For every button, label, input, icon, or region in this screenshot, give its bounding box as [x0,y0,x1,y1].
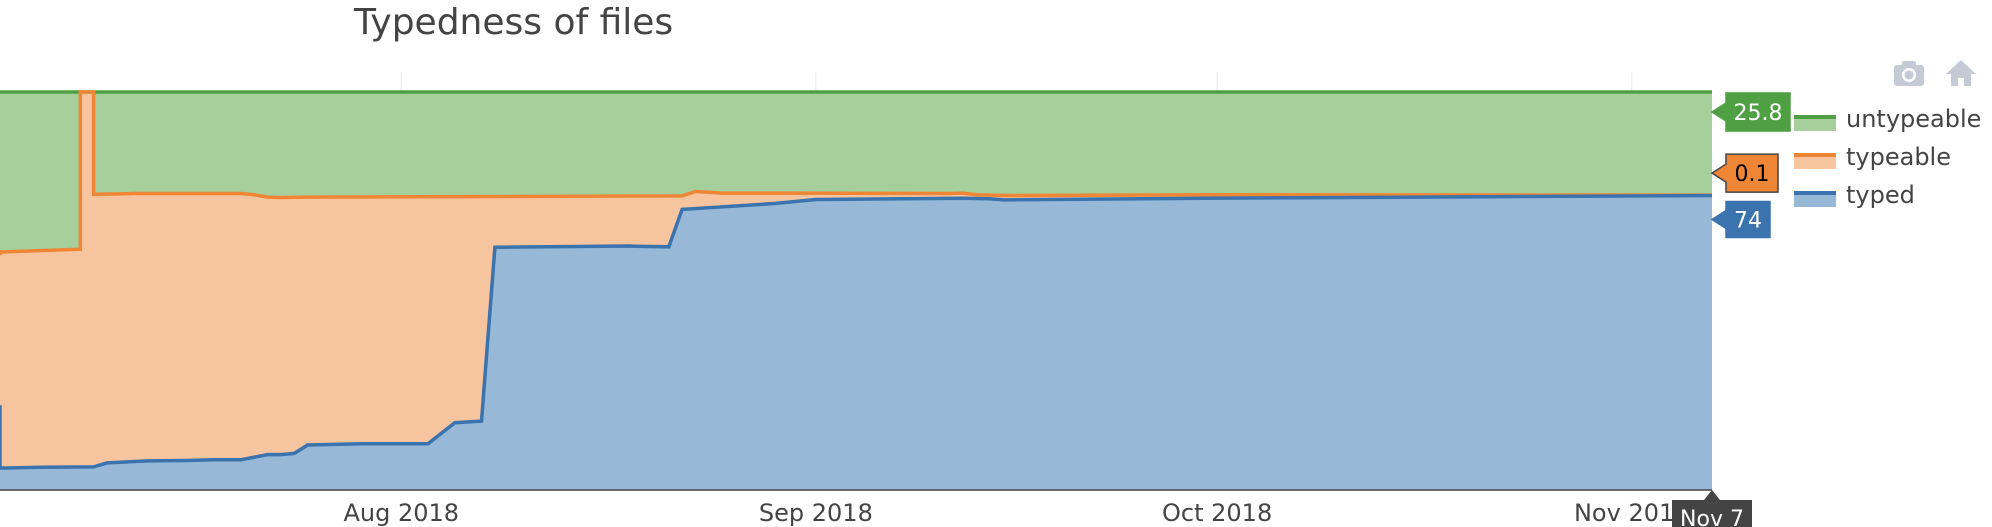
hover-x-box [1672,490,1752,527]
area-untypeable [0,92,1712,256]
area-typed [0,195,1712,490]
area-typeable [0,92,1712,469]
series-lines [0,90,1713,470]
hover-typeable-text: 0.1 [1735,162,1770,187]
line-typeable [0,90,1713,256]
legend-item-typeable[interactable]: typeable [1794,143,1951,171]
hover-labels: 25.8 0.1 74 Nov 7 [1672,92,1791,527]
legend-label-untypeable: untypeable [1846,105,1981,133]
modebar [1892,58,1978,88]
hover-untypeable-text: 25.8 [1734,101,1783,126]
camera-icon[interactable] [1892,58,1926,88]
x-tick-label: Sep 2018 [759,499,873,527]
legend-label-typeable: typeable [1846,143,1951,171]
legend-item-untypeable[interactable]: untypeable [1794,105,1981,133]
hover-typed-box [1710,200,1771,239]
hover-typed: 74 [1710,200,1771,239]
hover-typeable-box [1710,153,1779,193]
x-tick-labels: Aug 2018 Sep 2018 Oct 2018 Nov 2018 [343,499,1689,527]
legend-swatch-untypeable [1794,117,1836,131]
legend[interactable]: untypeable typeable typed [1794,105,1981,209]
hover-typeable: 0.1 [1710,153,1779,193]
hover-x: Nov 7 [1672,490,1752,527]
line-typed [0,193,1713,470]
legend-item-typed[interactable]: typed [1794,181,1915,209]
legend-label-typed: typed [1846,181,1915,209]
hover-typed-text: 74 [1734,208,1762,233]
home-icon[interactable] [1944,58,1978,88]
chart-title: Typedness of files [354,2,674,43]
x-tick-label: Nov 2018 [1574,499,1690,527]
legend-swatch-typed [1794,193,1836,207]
legend-swatch-typeable [1794,155,1836,169]
hover-untypeable: 25.8 [1710,92,1791,132]
hover-x-text: Nov 7 [1680,507,1744,527]
hover-untypeable-box [1710,92,1791,132]
series-areas [0,92,1712,490]
x-tick-label: Aug 2018 [343,499,459,527]
x-tick-label: Oct 2018 [1162,499,1272,527]
